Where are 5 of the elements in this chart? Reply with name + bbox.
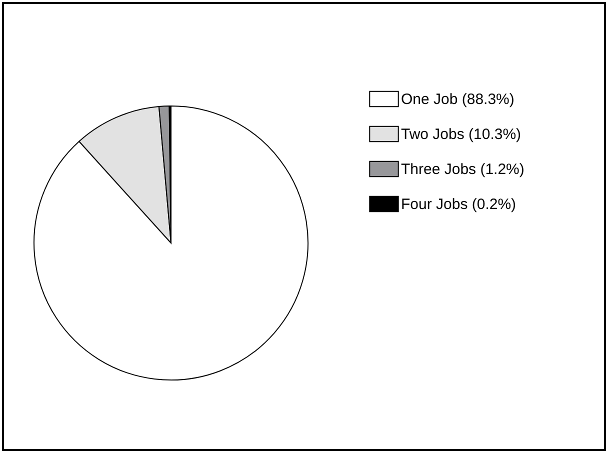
legend-label: Two Jobs (10.3%) (401, 126, 522, 143)
legend-label: Three Jobs (1.2%) (401, 161, 524, 178)
legend-label: One Job (88.3%) (401, 91, 514, 108)
legend-label: Four Jobs (0.2%) (401, 196, 516, 213)
pie-slice (34, 106, 308, 380)
